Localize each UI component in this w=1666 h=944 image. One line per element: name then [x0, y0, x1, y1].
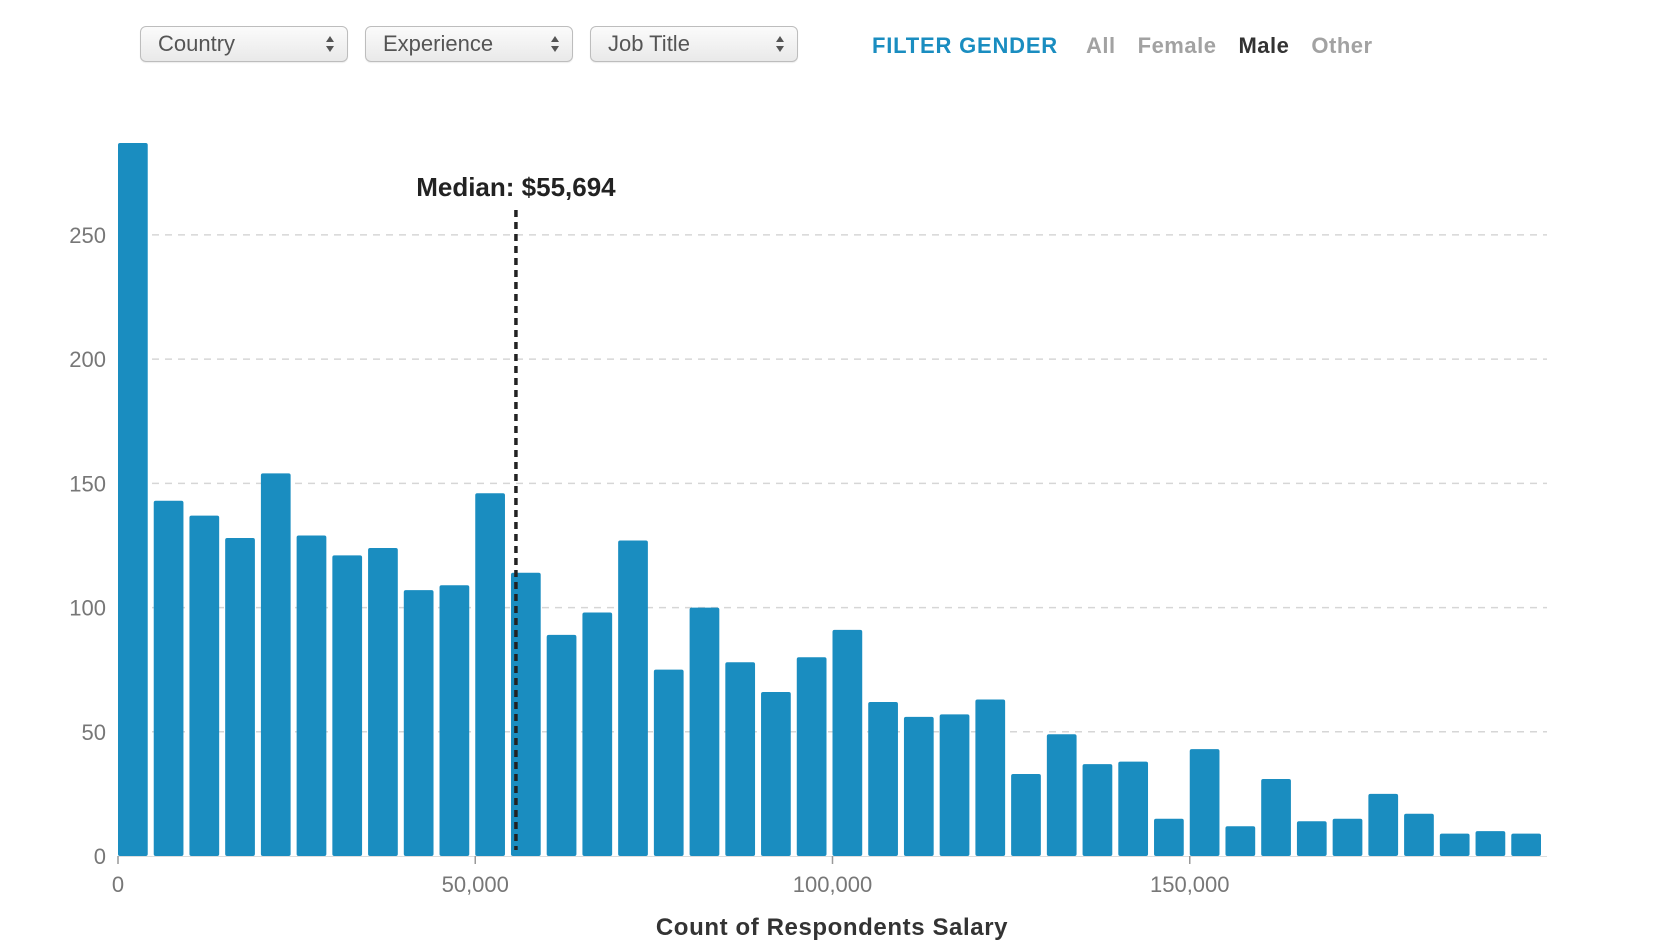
y-tick-label: 0: [94, 844, 106, 869]
histogram-bar[interactable]: [296, 535, 327, 856]
histogram-bar[interactable]: [1475, 831, 1506, 856]
gender-filter: FILTER GENDER All Female Male Other: [872, 33, 1395, 59]
select-arrows-icon: [551, 36, 559, 52]
x-axis-title: Count of Respondents Salary: [656, 914, 1008, 941]
histogram-bar[interactable]: [725, 662, 756, 856]
country-select-label: Country: [158, 31, 236, 56]
histogram-bar[interactable]: [510, 572, 541, 856]
histogram-bar[interactable]: [1261, 778, 1291, 856]
histogram-bar[interactable]: [832, 629, 863, 856]
histogram-bar[interactable]: [1189, 749, 1220, 856]
histogram-bar[interactable]: [1404, 813, 1434, 856]
histogram-bar[interactable]: [118, 143, 148, 856]
job-title-select-label: Job Title: [608, 31, 690, 56]
histogram-bar[interactable]: [1332, 818, 1363, 856]
y-tick-label: 50: [82, 720, 106, 745]
histogram-bar[interactable]: [975, 699, 1006, 856]
histogram-bar[interactable]: [618, 540, 648, 856]
x-tick-label: 100,000: [793, 872, 873, 897]
median-label: Median: $55,694: [416, 172, 616, 202]
histogram-bar[interactable]: [260, 473, 291, 856]
y-tick-label: 200: [69, 347, 106, 372]
histogram-bar[interactable]: [1439, 833, 1470, 856]
histogram-bar[interactable]: [1082, 764, 1113, 856]
histogram-bar[interactable]: [868, 701, 898, 856]
histogram-bar[interactable]: [689, 607, 720, 856]
gender-option-male[interactable]: Male: [1238, 33, 1290, 58]
histogram-bar[interactable]: [653, 669, 684, 856]
histogram-bar[interactable]: [939, 714, 970, 856]
histogram-bar[interactable]: [582, 612, 613, 856]
x-tick-label: 50,000: [442, 872, 509, 897]
histogram-bar[interactable]: [1296, 821, 1327, 856]
y-tick-label: 100: [69, 596, 106, 621]
country-select[interactable]: Country: [140, 26, 348, 62]
histogram-bar[interactable]: [1046, 734, 1077, 856]
select-arrows-icon: [776, 36, 784, 52]
histogram-bar[interactable]: [439, 585, 470, 856]
experience-select[interactable]: Experience: [365, 26, 573, 62]
x-tick-label: 0: [112, 872, 124, 897]
gender-filter-label: FILTER GENDER: [872, 33, 1058, 58]
histogram-bar[interactable]: [368, 547, 398, 856]
histogram-bar[interactable]: [1118, 761, 1149, 856]
histogram-bar[interactable]: [1511, 833, 1541, 856]
job-title-select[interactable]: Job Title: [590, 26, 798, 62]
histogram-bar[interactable]: [796, 657, 827, 856]
histogram-bar[interactable]: [332, 555, 363, 856]
gender-option-all[interactable]: All: [1086, 33, 1116, 58]
histogram-bar[interactable]: [225, 538, 255, 856]
histogram-bar[interactable]: [403, 590, 434, 856]
x-tick-label: 150,000: [1150, 872, 1230, 897]
histogram-bar[interactable]: [189, 515, 220, 856]
histogram-bar[interactable]: [1011, 774, 1041, 856]
histogram-bar[interactable]: [1368, 793, 1399, 856]
select-arrows-icon: [326, 36, 334, 52]
y-tick-label: 150: [69, 471, 106, 496]
histogram-bar[interactable]: [475, 493, 505, 856]
histogram-bar[interactable]: [761, 692, 791, 856]
histogram-bar[interactable]: [1154, 818, 1184, 856]
gender-option-female[interactable]: Female: [1137, 33, 1217, 58]
histogram-bar[interactable]: [903, 716, 934, 856]
histogram-bar[interactable]: [1225, 826, 1256, 856]
histogram-bar[interactable]: [546, 634, 577, 856]
gender-option-other[interactable]: Other: [1311, 33, 1373, 58]
filter-bar: Country Experience Job Title: [140, 26, 798, 62]
histogram-bar[interactable]: [153, 500, 184, 856]
y-tick-label: 250: [69, 223, 106, 248]
experience-select-label: Experience: [383, 31, 494, 56]
